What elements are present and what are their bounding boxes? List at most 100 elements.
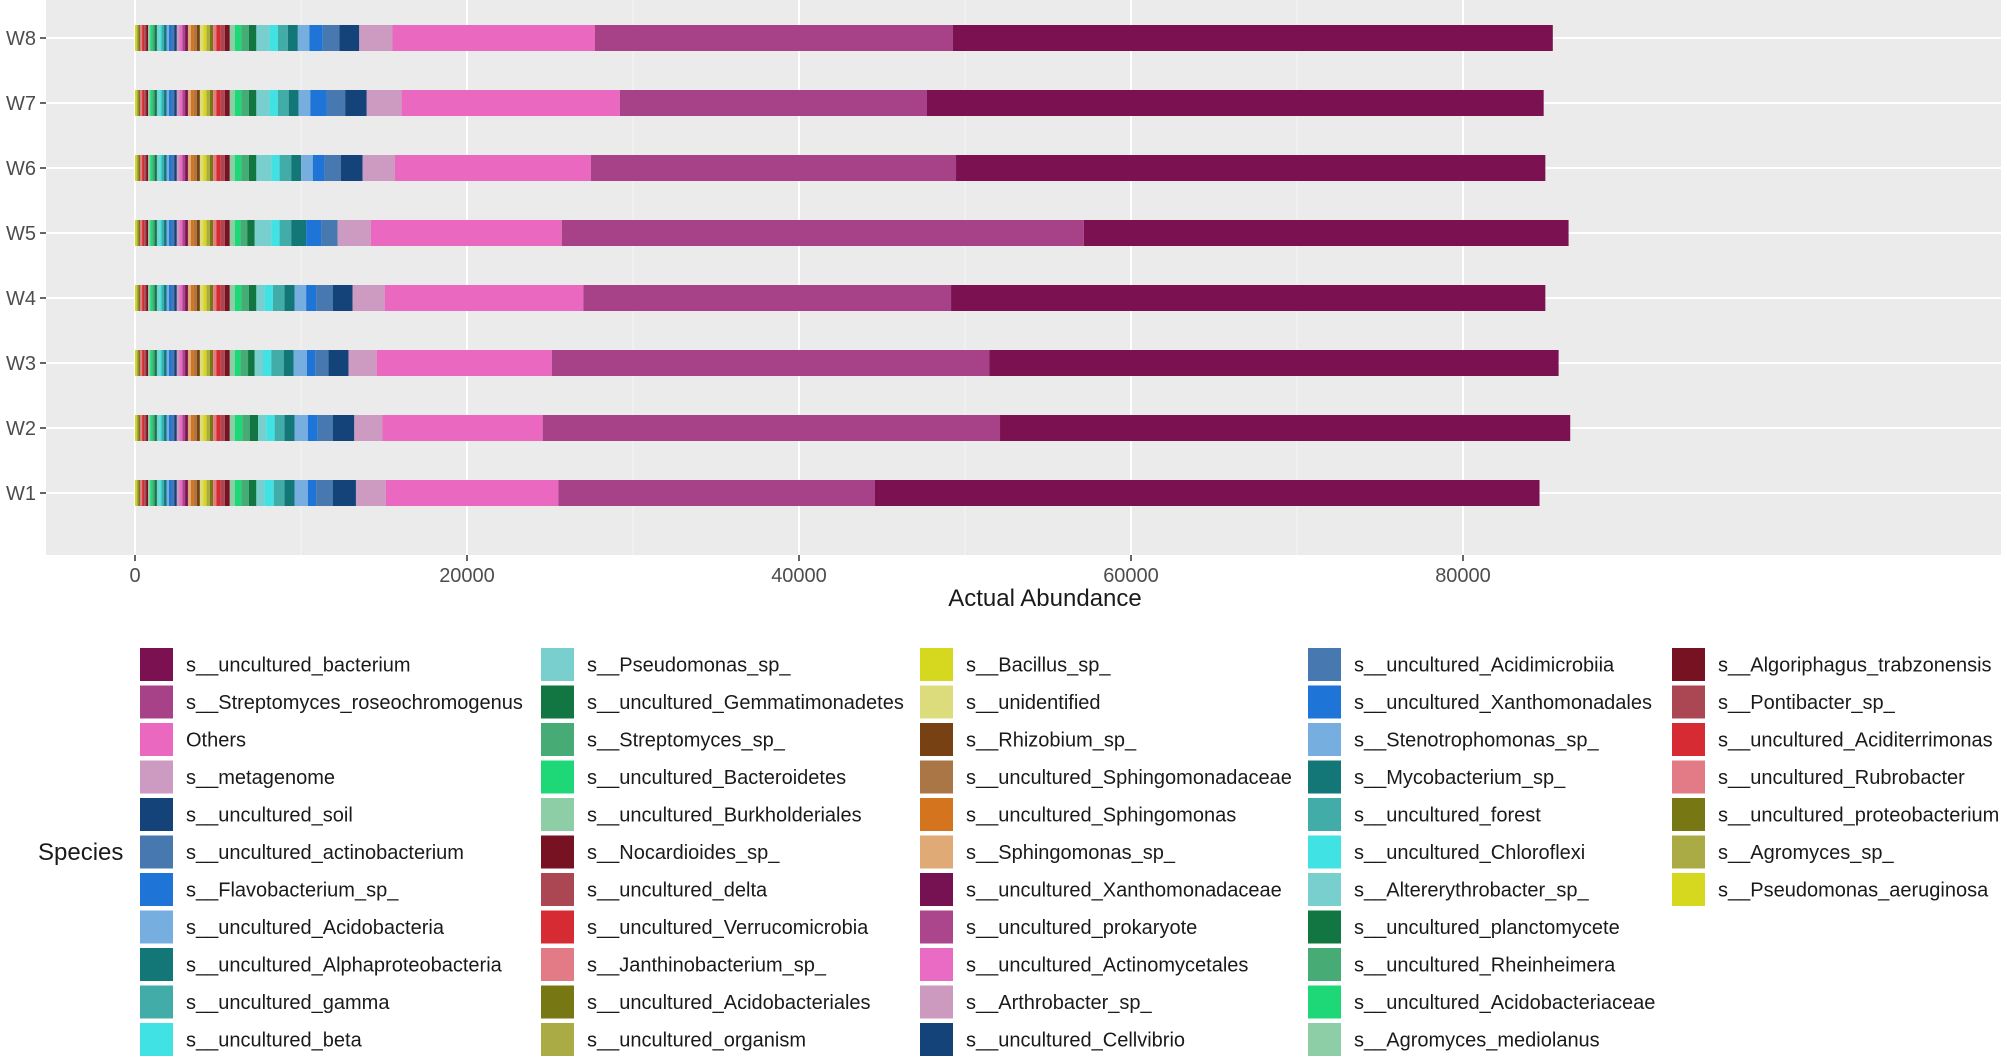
bar-segment	[135, 480, 137, 506]
y-tick-label: W3	[6, 353, 36, 375]
bar-segment	[287, 25, 298, 51]
bar-segment	[140, 350, 143, 376]
bar-segment	[254, 220, 272, 246]
bar-segment	[193, 90, 197, 116]
bar-segment	[206, 350, 210, 376]
bar-segment	[332, 415, 355, 441]
bar-segment	[138, 90, 141, 116]
bar-segment	[382, 415, 543, 441]
bar-segment	[185, 25, 188, 51]
bar-segment	[234, 415, 243, 441]
bar-segment	[196, 350, 200, 376]
bar-segment	[140, 285, 143, 311]
legend-label: s__Flavobacterium_sp_	[186, 880, 399, 902]
x-tick-label: 20000	[439, 565, 495, 587]
bar-segment	[146, 90, 149, 116]
bar-segment	[384, 285, 584, 311]
bar-segment	[161, 415, 165, 441]
bar-segment	[220, 90, 225, 116]
legend-key	[1672, 873, 1705, 906]
legend-label: s__Rhizobium_sp_	[966, 730, 1137, 752]
legend-key	[541, 1023, 574, 1056]
y-tick-label: W7	[6, 93, 36, 115]
legend-key	[541, 873, 574, 906]
bar-segment	[150, 90, 153, 116]
bar-segment	[171, 415, 175, 441]
bar-segment	[394, 155, 591, 181]
bar-segment	[179, 25, 183, 51]
bar-segment	[542, 415, 1001, 441]
legend-key	[1308, 910, 1341, 944]
stacked-bars	[135, 25, 1571, 506]
bar-segment	[284, 415, 295, 441]
bar-segment	[156, 90, 160, 116]
bar-segment	[174, 415, 177, 441]
y-tick-label: W4	[6, 288, 36, 310]
bar-segment	[166, 285, 170, 311]
legend-label: s__Pseudomonas_sp_	[587, 655, 791, 677]
bar-segment	[140, 480, 143, 506]
bar-segment	[154, 415, 157, 441]
bar-segment	[190, 25, 194, 51]
bar-segment	[166, 25, 170, 51]
bar-segment	[159, 155, 162, 181]
legend-label: s__uncultured_Verrucomicrobia	[587, 917, 869, 939]
bar-segment	[176, 25, 180, 51]
legend-label: s__unidentified	[966, 692, 1101, 714]
bar-segment	[952, 25, 1553, 51]
bar-segment	[256, 90, 270, 116]
bar-segment	[203, 350, 207, 376]
bar-segment	[269, 25, 278, 51]
legend-label: s__uncultured_Rheinheimera	[1354, 955, 1616, 977]
bar-segment	[203, 285, 207, 311]
bar-segment	[142, 350, 145, 376]
bar-segment	[190, 480, 194, 506]
bar-segment	[248, 285, 257, 311]
legend-key	[541, 948, 574, 981]
bar-segment	[140, 90, 143, 116]
bar-segment	[229, 155, 235, 181]
bar-segment	[182, 480, 186, 506]
bar-segment	[216, 415, 221, 441]
bar-segment	[187, 155, 191, 181]
legend-key	[920, 723, 953, 756]
bar-segment	[150, 220, 153, 246]
bar-segment	[176, 415, 180, 441]
bar-segment	[169, 350, 172, 376]
bar-segment	[291, 155, 302, 181]
bar-segment	[248, 480, 257, 506]
bar-segment	[152, 25, 155, 51]
legend-label: s__uncultured_organism	[587, 1030, 806, 1052]
bar-segment	[136, 155, 139, 181]
x-axis-title: Actual Abundance	[948, 585, 1142, 612]
legend-label: s__Nocardioides_sp_	[587, 842, 780, 864]
bar-segment	[136, 90, 139, 116]
bar-segment	[138, 480, 141, 506]
bar-segment	[146, 480, 149, 506]
bar-segment	[146, 285, 149, 311]
legend-key	[140, 835, 173, 869]
bar-segment	[989, 350, 1559, 376]
bar-segment	[166, 155, 170, 181]
bar-segment	[176, 155, 180, 181]
bar-segment	[199, 415, 204, 441]
bar-segment	[187, 220, 191, 246]
bar-segment	[266, 415, 275, 441]
bar-segment	[174, 285, 177, 311]
legend-key	[541, 723, 574, 756]
bar-segment	[166, 480, 170, 506]
bar-segment	[209, 285, 214, 311]
bar-segment	[185, 220, 188, 246]
bar-segment	[248, 25, 257, 51]
bar-segment	[154, 350, 157, 376]
bar-segment	[193, 155, 197, 181]
bar-segment	[224, 220, 230, 246]
bar-segment	[1000, 415, 1571, 441]
bar-segment	[561, 220, 1084, 246]
bar-segment	[135, 155, 137, 181]
bar-segment	[156, 25, 160, 51]
legend-label: s__uncultured_Gemmatimonadetes	[587, 692, 904, 714]
legend-label: s__uncultured_forest	[1354, 805, 1541, 827]
bar-segment	[354, 415, 383, 441]
bar-segment	[169, 25, 172, 51]
